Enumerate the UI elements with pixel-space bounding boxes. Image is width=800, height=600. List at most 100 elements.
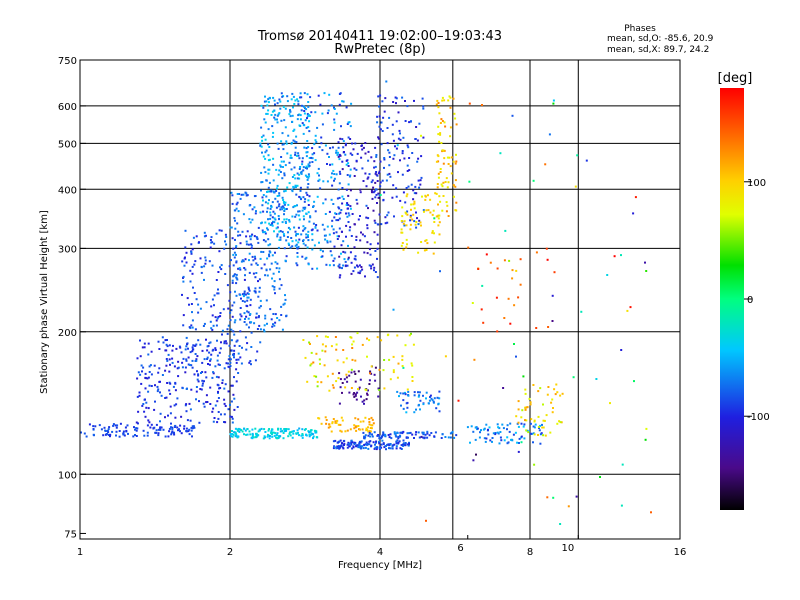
data-point xyxy=(350,371,353,374)
data-point xyxy=(164,339,167,342)
data-point xyxy=(533,419,536,422)
data-point xyxy=(192,236,195,239)
data-point xyxy=(515,415,518,418)
data-point xyxy=(349,125,352,128)
data-point xyxy=(307,199,310,202)
data-point xyxy=(305,147,308,150)
data-point xyxy=(333,106,335,109)
data-point xyxy=(208,351,211,354)
data-point xyxy=(349,152,352,155)
data-point xyxy=(401,242,404,244)
x-tick-label: 16 xyxy=(674,547,687,558)
data-point xyxy=(395,102,397,105)
data-point xyxy=(267,159,270,162)
data-point xyxy=(306,175,308,178)
data-point xyxy=(278,169,281,172)
data-point xyxy=(203,278,205,281)
data-point xyxy=(245,348,248,351)
data-point xyxy=(403,220,406,223)
data-point xyxy=(444,181,447,183)
data-point xyxy=(308,157,311,159)
data-point xyxy=(291,245,294,248)
data-point xyxy=(229,361,232,364)
data-point xyxy=(339,439,342,442)
data-point xyxy=(455,153,457,156)
data-point xyxy=(444,436,447,438)
data-point xyxy=(137,410,140,413)
data-point xyxy=(276,114,279,117)
data-point xyxy=(335,219,338,222)
data-point xyxy=(478,436,481,439)
data-point xyxy=(211,264,214,267)
data-point xyxy=(394,96,397,99)
data-point xyxy=(295,213,298,216)
data-point xyxy=(243,294,246,297)
data-point xyxy=(433,232,435,235)
data-point xyxy=(438,397,441,400)
data-point xyxy=(330,254,333,257)
data-point xyxy=(260,427,263,430)
data-point xyxy=(416,139,419,142)
data-point xyxy=(246,230,249,233)
data-point xyxy=(411,433,414,436)
data-point xyxy=(372,422,375,425)
data-point xyxy=(166,345,169,348)
data-point xyxy=(338,217,341,220)
data-point xyxy=(284,294,286,297)
data-point xyxy=(173,432,175,434)
data-point xyxy=(297,431,299,434)
data-point xyxy=(314,111,317,114)
data-point xyxy=(308,120,311,123)
data-point xyxy=(217,271,220,273)
data-point xyxy=(235,203,238,206)
data-point xyxy=(254,276,257,279)
data-point xyxy=(502,387,505,389)
data-point xyxy=(311,248,314,251)
data-point xyxy=(282,199,285,201)
data-point xyxy=(157,428,160,431)
data-point xyxy=(278,98,281,101)
data-point xyxy=(156,390,159,393)
data-point xyxy=(331,146,334,149)
data-point xyxy=(263,435,266,438)
data-point xyxy=(383,166,385,169)
data-point xyxy=(278,203,281,206)
data-point xyxy=(275,267,278,270)
data-point xyxy=(322,180,325,183)
data-point xyxy=(278,278,281,281)
data-point xyxy=(292,206,295,209)
data-point xyxy=(375,193,378,196)
data-point xyxy=(249,313,252,315)
data-point xyxy=(164,397,167,399)
data-point xyxy=(353,266,356,269)
data-point xyxy=(333,121,336,124)
data-point xyxy=(235,294,238,297)
data-point xyxy=(221,379,224,382)
data-point xyxy=(405,224,408,227)
data-point xyxy=(379,447,381,450)
data-point xyxy=(369,427,372,429)
data-point xyxy=(429,394,432,397)
data-point xyxy=(311,153,314,156)
data-point xyxy=(359,428,361,431)
data-point xyxy=(210,327,213,330)
data-point xyxy=(337,155,340,158)
data-point xyxy=(404,444,407,447)
data-point xyxy=(312,361,315,364)
data-point xyxy=(306,167,308,170)
data-point xyxy=(249,360,252,363)
data-point xyxy=(361,445,364,448)
data-point xyxy=(401,152,404,155)
data-point xyxy=(230,435,232,438)
data-point xyxy=(376,336,379,339)
data-point xyxy=(373,190,376,193)
data-point xyxy=(263,166,266,169)
data-point xyxy=(148,421,151,424)
data-point xyxy=(326,336,329,338)
data-point xyxy=(434,192,437,195)
data-point xyxy=(329,163,331,166)
data-point xyxy=(373,373,376,376)
data-point xyxy=(364,434,367,437)
data-point xyxy=(360,266,363,268)
data-point xyxy=(377,137,380,140)
